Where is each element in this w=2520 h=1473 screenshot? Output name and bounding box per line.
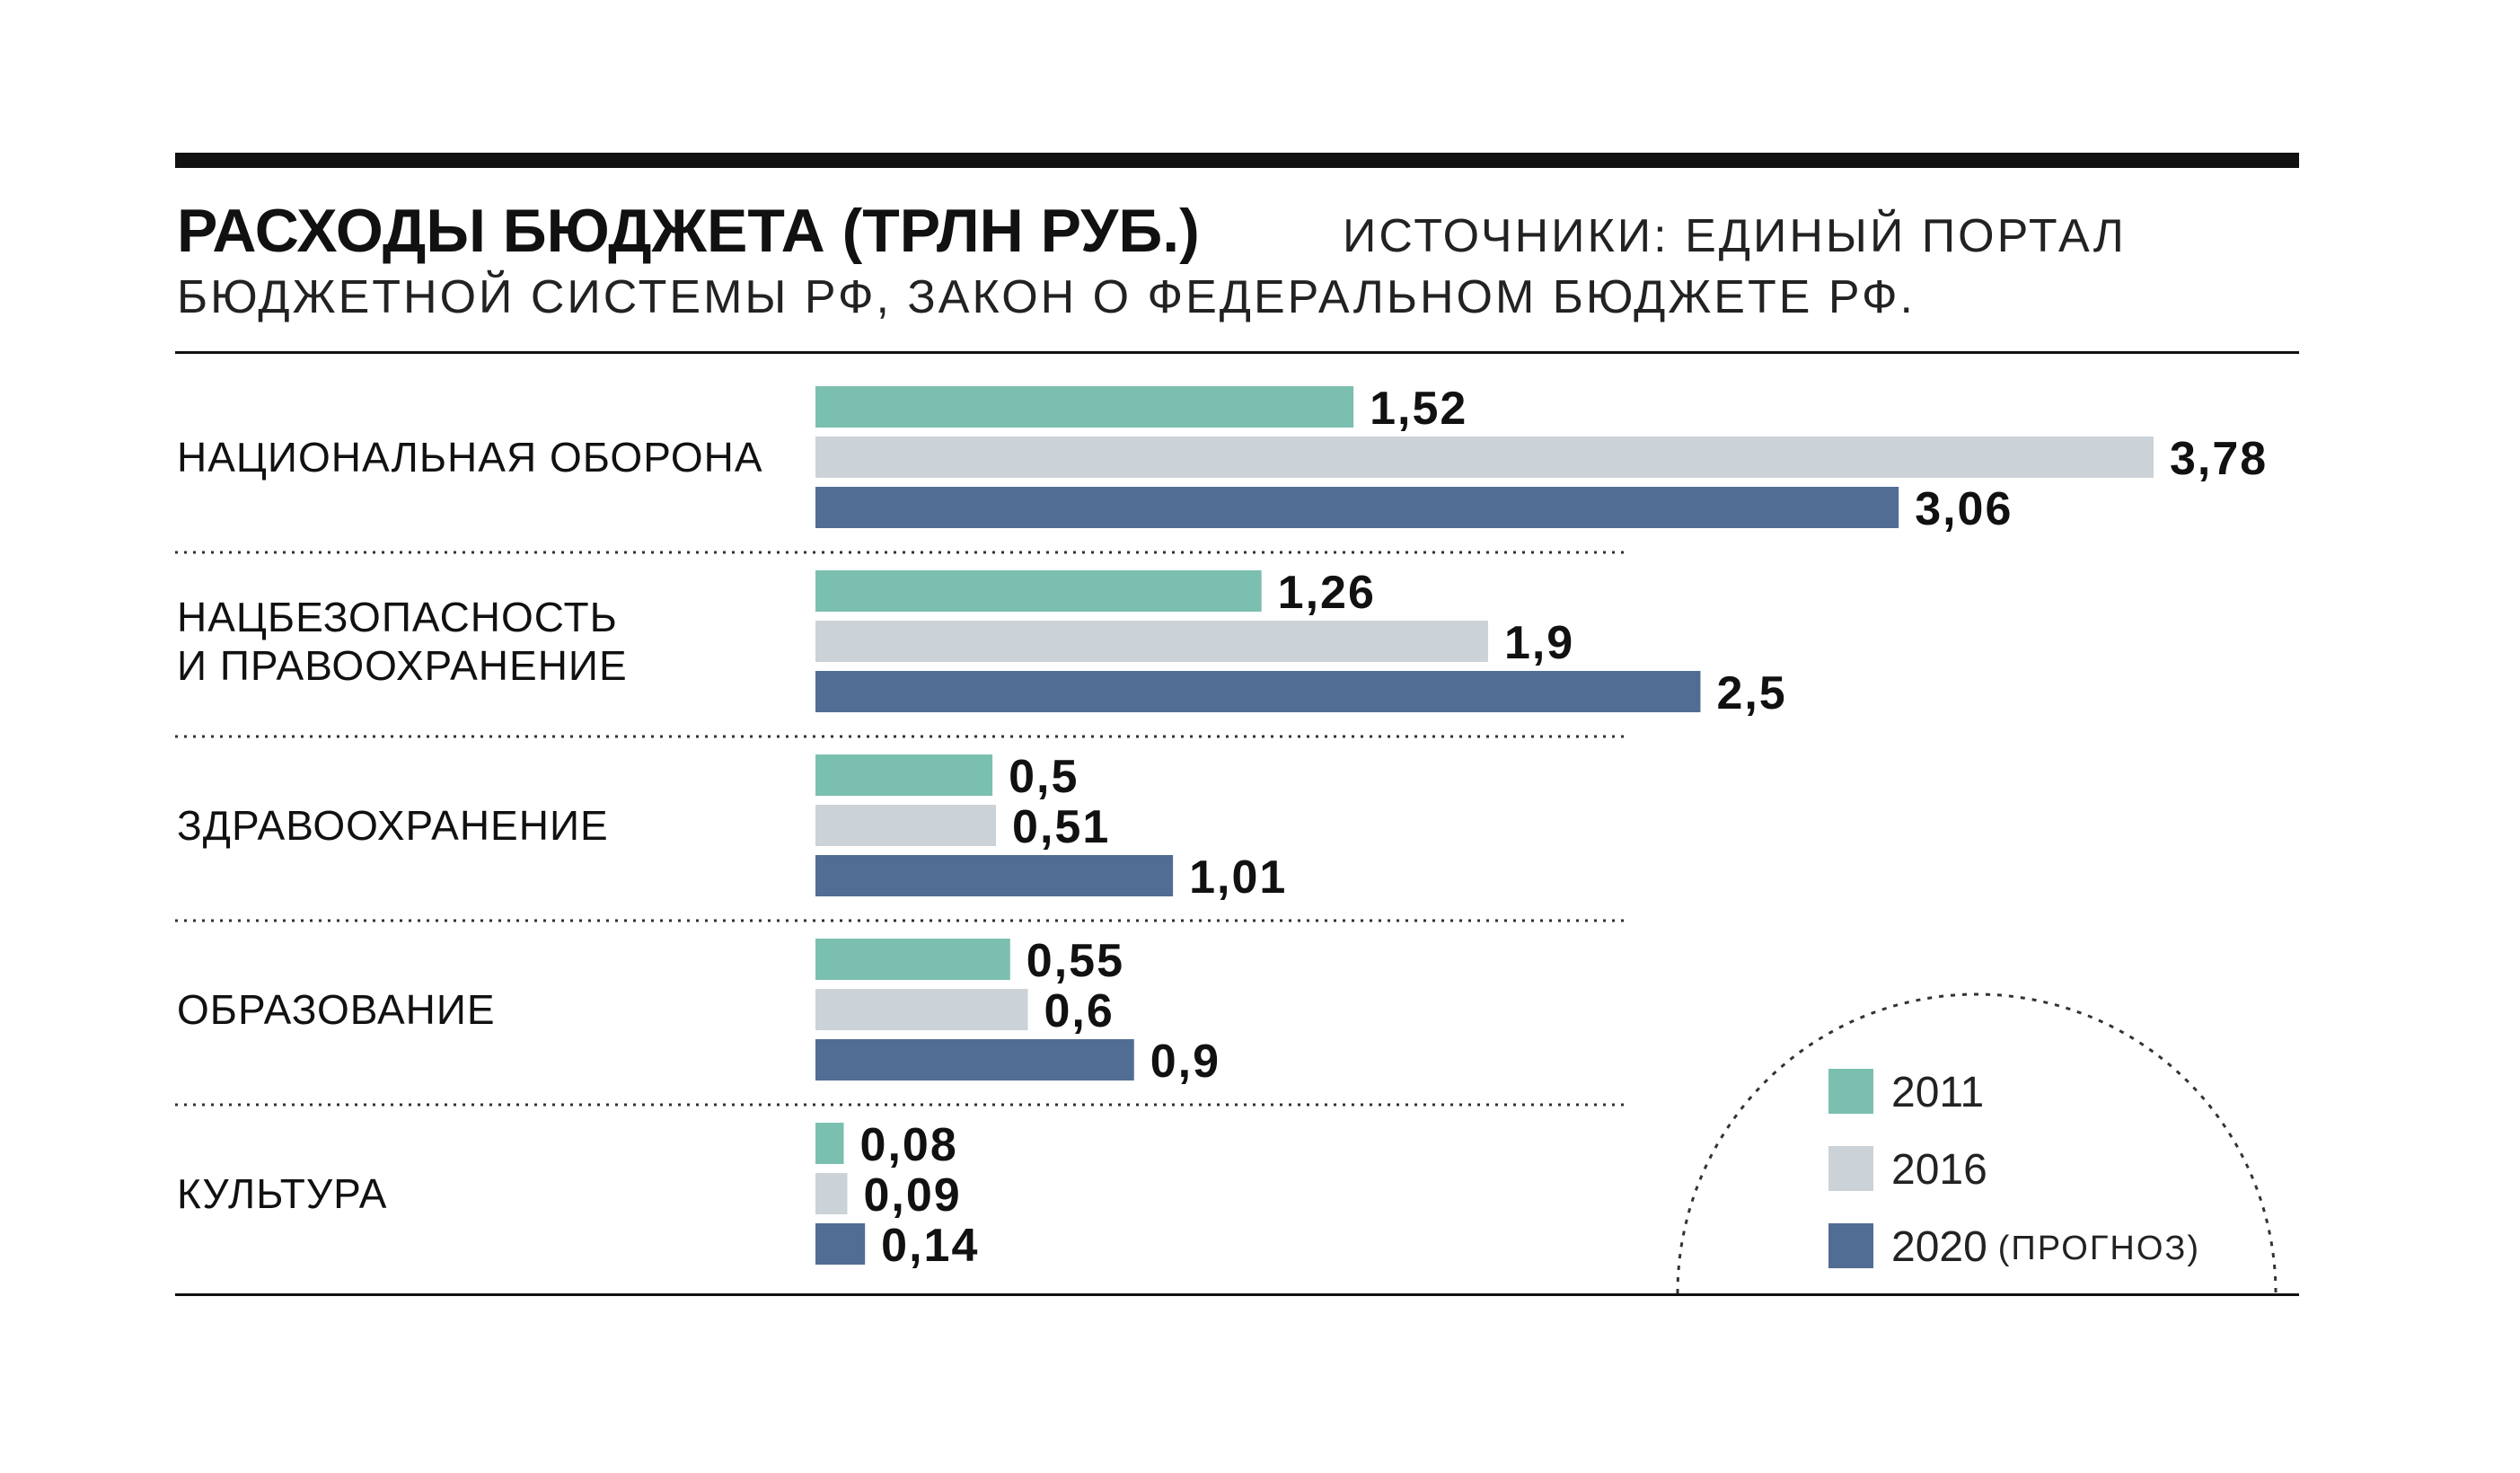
category-label: И ПРАВООХРАНЕНИЕ: [177, 642, 628, 689]
bar: [815, 570, 1262, 612]
legend-note: (ПРОГНОЗ): [1998, 1230, 2200, 1267]
bar: [815, 989, 1028, 1030]
source-line-1: ИСТОЧНИКИ: ЕДИНЫЙ ПОРТАЛ: [1343, 209, 2127, 262]
bar: [815, 671, 1701, 712]
bar: [815, 1173, 848, 1214]
value-label: 1,52: [1370, 383, 1467, 435]
bar: [815, 437, 2154, 478]
bar: [815, 1123, 844, 1164]
value-label: 1,9: [1504, 617, 1574, 669]
legend-label: 2020: [1891, 1223, 1987, 1271]
legend-label: 2016: [1891, 1146, 1987, 1194]
top-rule: [175, 153, 2299, 168]
bar: [815, 939, 1010, 980]
bar: [815, 754, 993, 796]
bar: [815, 1223, 866, 1265]
bar: [815, 621, 1488, 662]
value-label: 0,08: [860, 1119, 958, 1171]
source-line-2: БЮДЖЕТНОЙ СИСТЕМЫ РФ, ЗАКОН О ФЕДЕРАЛЬНО…: [177, 270, 1916, 323]
value-label: 3,06: [1915, 483, 2013, 535]
value-label: 0,51: [1012, 801, 1110, 853]
value-label: 0,55: [1027, 935, 1124, 987]
category-label: НАЦИОНАЛЬНАЯ ОБОРОНА: [177, 434, 763, 481]
bar: [815, 1039, 1134, 1080]
value-label: 0,09: [863, 1169, 961, 1222]
value-label: 3,78: [2170, 433, 2268, 485]
header-rule: [175, 351, 2299, 354]
bar: [815, 487, 1899, 528]
value-label: 1,26: [1278, 567, 1376, 619]
bar: [815, 386, 1354, 428]
value-label: 0,5: [1009, 751, 1079, 803]
legend: 2011 2016 2020 (ПРОГНОЗ): [1828, 1069, 2200, 1271]
bars-layer: НАЦИОНАЛЬНАЯ ОБОРОНА 1,52 3,78 3,06 НАЦБЕЗОП…: [177, 383, 2268, 1272]
category-label: КУЛЬТУРА: [177, 1170, 387, 1217]
value-label: 1,01: [1189, 851, 1287, 904]
category-label: ОБРАЗОВАНИЕ: [177, 986, 496, 1033]
value-label: 0,14: [881, 1220, 979, 1272]
category-label: НАЦБЕЗОПАСНОСТЬ: [177, 594, 618, 640]
legend-swatch: [1828, 1069, 1873, 1114]
bar: [815, 855, 1174, 896]
legend-arc: [1676, 992, 2278, 1294]
category-label: ЗДРАВООХРАНЕНИЕ: [177, 802, 609, 849]
legend-swatch: [1828, 1223, 1873, 1268]
bar: [815, 805, 997, 846]
value-label: 0,9: [1150, 1036, 1220, 1088]
value-label: 0,6: [1044, 985, 1115, 1037]
legend-label: 2011: [1891, 1069, 1984, 1116]
legend-swatch: [1828, 1146, 1873, 1191]
bottom-rule: [175, 1293, 2299, 1296]
value-label: 2,5: [1716, 667, 1786, 719]
chart-title: РАСХОДЫ БЮДЖЕТА (ТРЛН РУБ.): [177, 197, 1200, 265]
